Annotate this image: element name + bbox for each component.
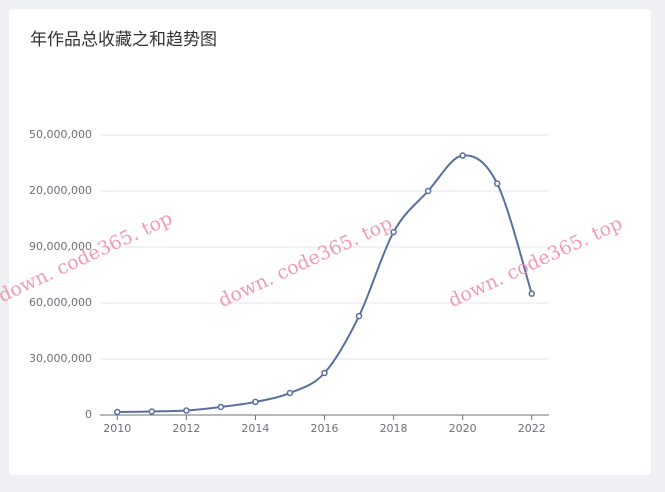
y-tick-label: 30,000,000 xyxy=(29,352,92,365)
point xyxy=(355,312,363,320)
point xyxy=(528,290,535,297)
x-tick-label: 2022 xyxy=(518,422,546,435)
plot: 0 30,000,000 60,000,000 90,000,000 120,000,0… xyxy=(22,128,549,435)
y-tick-label: 150,000,000 xyxy=(22,128,92,141)
x-tick-label: 2016 xyxy=(311,422,339,435)
watermark: down. code365. top xyxy=(0,207,176,307)
point xyxy=(321,369,328,377)
x-tick-label: 2014 xyxy=(241,422,269,435)
card xyxy=(9,9,651,475)
point xyxy=(183,407,190,414)
point xyxy=(459,152,466,159)
y-tick-label: 0 xyxy=(85,408,92,421)
y-tick-label: 120,000,000 xyxy=(22,184,92,197)
point xyxy=(286,389,294,397)
point xyxy=(148,408,156,415)
point xyxy=(114,408,121,416)
point xyxy=(252,398,259,406)
y-tick-label: 60,000,000 xyxy=(29,296,92,309)
x-tick-label: 2010 xyxy=(103,422,131,435)
chart-title: 年作品总收藏之和趋势图 xyxy=(30,30,217,50)
x-tick-label: 2012 xyxy=(172,422,200,435)
watermark: down. code365. top xyxy=(215,212,396,312)
x-tick-label: 2020 xyxy=(449,422,477,435)
point xyxy=(424,187,432,195)
x-tick-label: 2018 xyxy=(380,422,408,435)
y-tick-label: 90,000,000 xyxy=(29,240,92,253)
watermark: down. code365. top xyxy=(445,212,626,312)
point xyxy=(493,180,501,187)
point xyxy=(217,403,225,411)
point xyxy=(390,228,397,236)
